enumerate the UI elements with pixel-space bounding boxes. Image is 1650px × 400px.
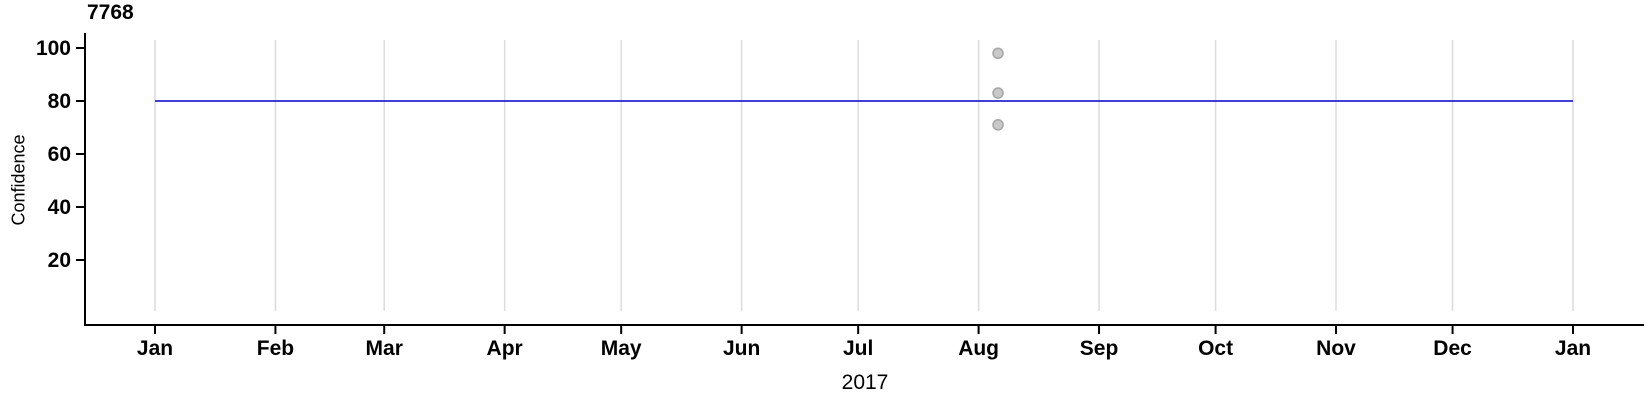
- x-tick-label: Nov: [1316, 337, 1356, 360]
- x-tick-label: Feb: [257, 337, 294, 360]
- x-tick-label: Sep: [1080, 337, 1119, 360]
- x-tick-label: May: [601, 337, 642, 360]
- chart-title: 7768: [87, 1, 134, 24]
- y-tick-label: 100: [36, 37, 71, 60]
- x-tick-label: Dec: [1433, 337, 1472, 360]
- x-tick-label: Oct: [1198, 337, 1233, 360]
- data-point: [992, 119, 1004, 131]
- x-tick-label: Jul: [843, 337, 873, 360]
- y-tick-label: 20: [48, 249, 71, 272]
- data-point: [992, 87, 1004, 99]
- x-tick-label: Mar: [366, 337, 403, 360]
- data-point: [992, 47, 1004, 60]
- x-tick-label: Jan: [1555, 337, 1591, 360]
- x-tick-label: Aug: [958, 337, 999, 360]
- x-tick-label: Jan: [137, 337, 173, 360]
- y-tick-label: 60: [48, 143, 71, 166]
- x-tick-label: Jun: [723, 337, 760, 360]
- x-tick-label: Apr: [487, 337, 523, 360]
- x-axis-title: 2017: [841, 371, 889, 394]
- y-tick-label: 80: [48, 90, 71, 113]
- y-axis-title: Confidence: [8, 134, 29, 226]
- y-tick-label: 40: [48, 196, 71, 219]
